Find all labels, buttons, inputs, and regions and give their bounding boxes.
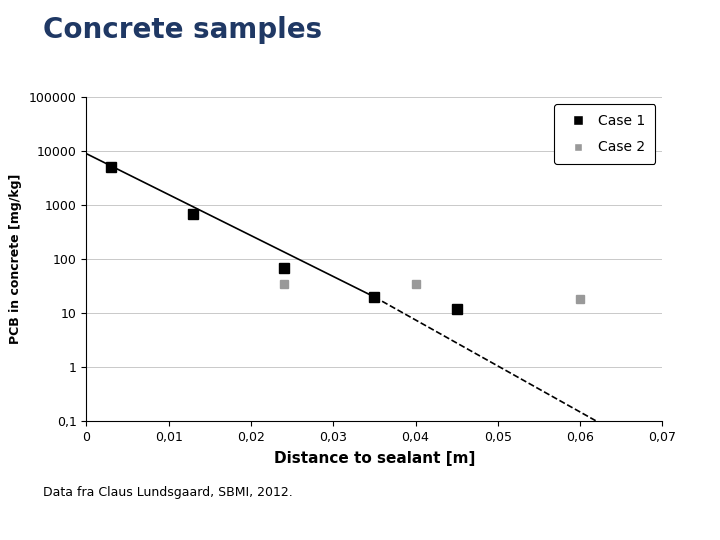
Case 1 — [370, 294, 379, 300]
Case 2 — [576, 296, 585, 302]
Text: Concrete samples: Concrete samples — [43, 16, 323, 44]
Legend: Case 1, Case 2: Case 1, Case 2 — [554, 104, 655, 164]
Case 1 — [189, 210, 198, 217]
Case 2 — [279, 281, 288, 287]
Line: Case 1: Case 1 — [107, 163, 462, 314]
Y-axis label: PCB in concrete [mg/kg]: PCB in concrete [mg/kg] — [9, 174, 22, 345]
Case 1 — [279, 264, 288, 271]
Case 1 — [452, 306, 461, 312]
Case 2 — [411, 281, 420, 287]
Case 1 — [107, 164, 115, 171]
Text: Data fra Claus Lundsgaard, SBMI, 2012.: Data fra Claus Lundsgaard, SBMI, 2012. — [43, 486, 293, 499]
Line: Case 2: Case 2 — [279, 280, 585, 303]
X-axis label: Distance to sealant [m]: Distance to sealant [m] — [274, 451, 475, 466]
